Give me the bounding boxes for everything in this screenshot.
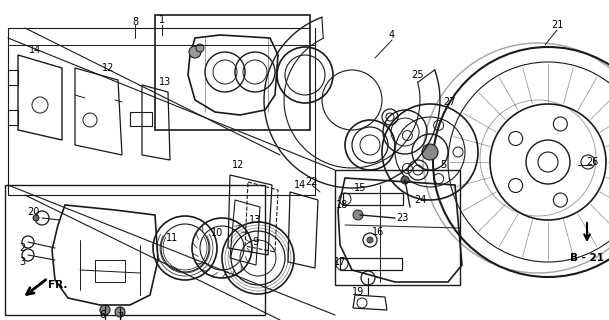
- Text: 10: 10: [211, 228, 223, 238]
- Text: 27: 27: [444, 97, 456, 107]
- Text: 7: 7: [117, 312, 123, 320]
- Text: 22: 22: [306, 177, 319, 187]
- Text: 4: 4: [389, 30, 395, 40]
- Text: 24: 24: [414, 195, 426, 205]
- Circle shape: [100, 305, 110, 315]
- Text: FR.: FR.: [48, 280, 68, 290]
- Text: 6: 6: [99, 310, 105, 320]
- Text: 19: 19: [352, 287, 364, 297]
- Text: 9: 9: [252, 237, 258, 247]
- Text: 11: 11: [166, 233, 178, 243]
- Text: 21: 21: [551, 20, 563, 30]
- Text: 23: 23: [396, 213, 408, 223]
- Text: 15: 15: [354, 183, 366, 193]
- Circle shape: [401, 176, 409, 184]
- Text: 13: 13: [159, 77, 171, 87]
- Text: B - 21: B - 21: [570, 253, 604, 263]
- Text: 12: 12: [102, 63, 114, 73]
- Text: 3: 3: [19, 257, 25, 267]
- Text: 20: 20: [27, 207, 39, 217]
- Text: 26: 26: [586, 157, 598, 167]
- Text: 14: 14: [29, 45, 41, 55]
- Text: 16: 16: [372, 227, 384, 237]
- Text: 25: 25: [412, 70, 424, 80]
- Text: 1: 1: [159, 15, 165, 25]
- Text: 14: 14: [294, 180, 306, 190]
- Text: 2: 2: [19, 243, 25, 253]
- Text: 13: 13: [249, 215, 261, 225]
- Circle shape: [353, 210, 363, 220]
- Circle shape: [33, 215, 39, 221]
- Text: 17: 17: [334, 257, 346, 267]
- Circle shape: [196, 44, 204, 52]
- Text: 18: 18: [336, 200, 348, 210]
- Text: 8: 8: [132, 17, 138, 27]
- Circle shape: [422, 144, 438, 160]
- Text: 5: 5: [440, 160, 446, 170]
- Circle shape: [367, 237, 373, 243]
- Text: 12: 12: [232, 160, 244, 170]
- Circle shape: [115, 307, 125, 317]
- Circle shape: [189, 46, 201, 58]
